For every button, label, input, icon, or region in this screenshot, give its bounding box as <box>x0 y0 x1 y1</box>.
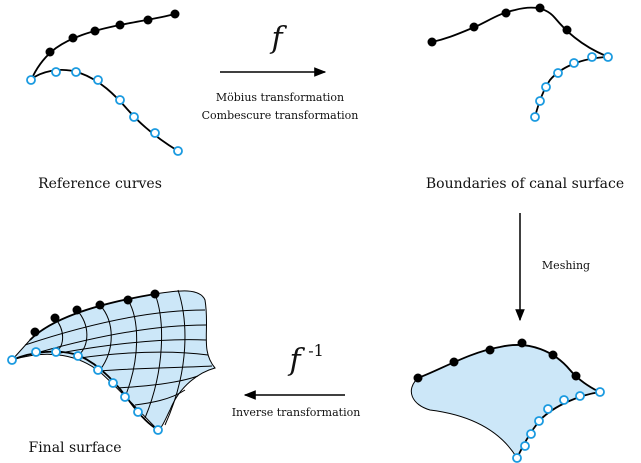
function-symbol: f <box>269 21 287 56</box>
arrow-label: Inverse transformation <box>232 406 361 419</box>
arrow-label: Combescure transformation <box>202 109 359 122</box>
black-points <box>45 9 180 57</box>
reference-curves <box>26 9 183 156</box>
final-surface <box>7 289 216 435</box>
blue-points <box>26 67 183 156</box>
superscript: -1 <box>308 341 324 360</box>
boundary-curves <box>427 3 613 122</box>
arrow-label: Möbius transformation <box>216 91 344 104</box>
arrow-label: Meshing <box>542 259 590 272</box>
function-symbol: f <box>287 343 305 378</box>
canal-surface <box>410 338 605 463</box>
panel-label: Reference curves <box>38 176 162 192</box>
panel-label: Boundaries of canal surface <box>426 176 624 192</box>
panel-label: Final surface <box>28 440 121 456</box>
